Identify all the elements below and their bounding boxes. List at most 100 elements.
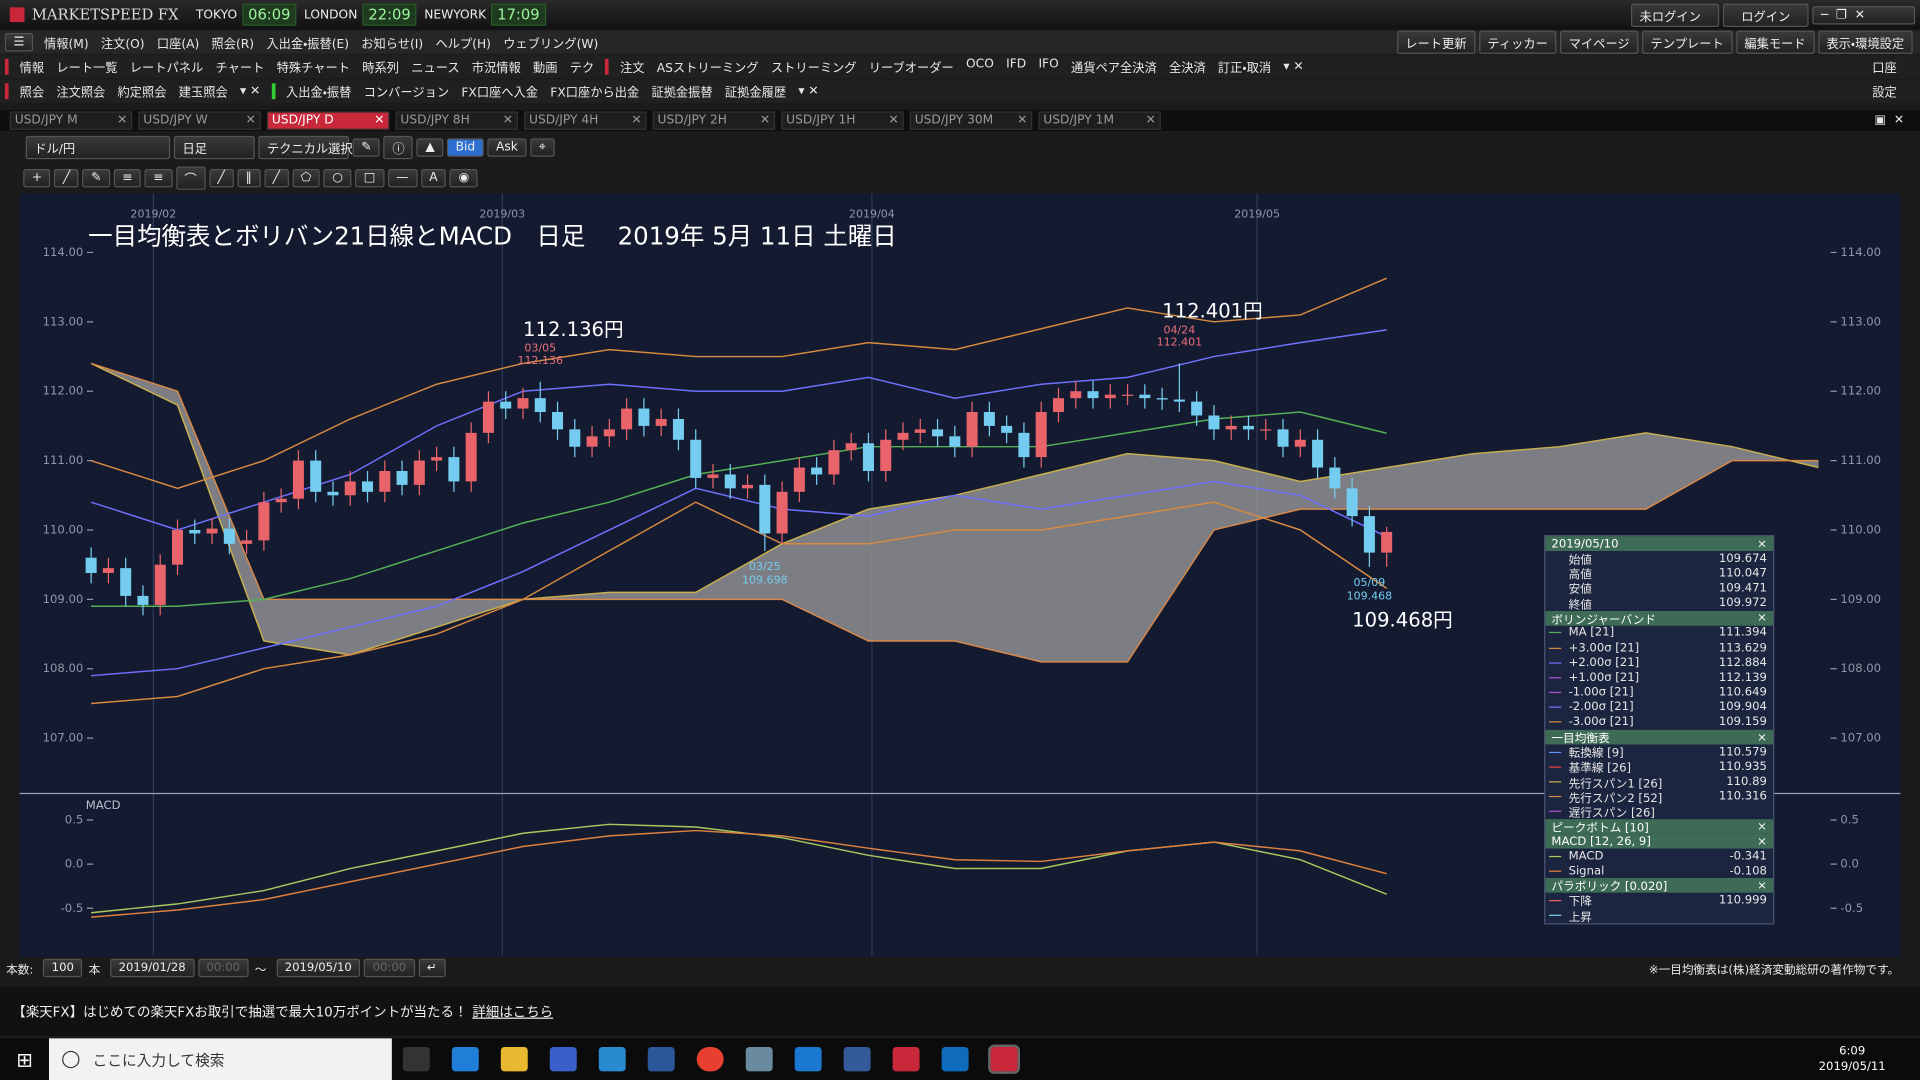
draw-tool[interactable]: + <box>23 168 51 187</box>
toolbar-button[interactable]: ASストリーミング <box>656 62 759 76</box>
menu-dropdown[interactable]: テンプレート <box>1641 30 1733 54</box>
menu-item[interactable]: 注文(O) <box>100 37 145 52</box>
draw-tool[interactable]: ╱ <box>264 168 289 187</box>
taskbar-app[interactable] <box>451 1046 479 1072</box>
draw-tool[interactable]: ◉ <box>449 168 478 187</box>
technical-select[interactable]: テクニカル選択 <box>258 135 353 159</box>
taskbar-app[interactable] <box>745 1046 773 1072</box>
ask-button[interactable]: Ask <box>487 137 527 157</box>
bid-button[interactable]: Bid <box>447 137 484 157</box>
tool-button[interactable]: ⓘ <box>383 135 414 159</box>
chart-tab[interactable]: USD/JPY 8H ✕ <box>395 111 518 130</box>
taskbar-app[interactable] <box>843 1046 871 1072</box>
toolbar-button[interactable]: 特殊チャート <box>276 62 350 76</box>
toolbar-button[interactable]: 情報 <box>19 62 45 76</box>
menu-item[interactable]: 照会(R) <box>211 37 255 52</box>
from-time[interactable]: 00:00 <box>197 958 249 978</box>
chart-tab[interactable]: USD/JPY 2H ✕ <box>652 111 776 130</box>
toolbar-button[interactable]: 時系列 <box>362 62 399 76</box>
menu-item[interactable]: 情報(M) <box>44 37 89 52</box>
toolbar-button[interactable]: リーブオーダー <box>868 62 954 76</box>
taskbar-app[interactable] <box>647 1046 675 1072</box>
pair-select[interactable]: ドル/円 <box>25 135 171 159</box>
toolbar-button[interactable]: IFO <box>1038 57 1059 72</box>
taskbar-app[interactable] <box>794 1046 822 1072</box>
period-select[interactable]: 日足 <box>173 135 255 159</box>
draw-tool[interactable]: ≡ <box>113 168 142 187</box>
account-button[interactable]: 口座 <box>1872 62 1897 76</box>
toolbar-button[interactable]: コンバージョン <box>363 86 450 101</box>
to-time[interactable]: 00:00 <box>364 958 415 978</box>
chart-tab[interactable]: USD/JPY 1M ✕ <box>1038 111 1161 130</box>
login-button[interactable]: ログイン <box>1722 3 1809 27</box>
toolbar-button[interactable]: FX口座から出金 <box>550 86 640 101</box>
from-date[interactable]: 2019/01/28 <box>110 958 195 978</box>
banner-link[interactable]: 詳細はこちら <box>472 1004 554 1020</box>
menu-dropdown[interactable]: 表示・環境設定 <box>1817 30 1913 54</box>
chart-tab[interactable]: USD/JPY 30M ✕ <box>909 111 1033 130</box>
draw-tool[interactable]: ‖ <box>237 168 261 187</box>
draw-tool[interactable]: — <box>387 168 417 187</box>
taskbar-app[interactable] <box>892 1046 920 1072</box>
toolbar-button[interactable]: 動画 <box>533 62 558 76</box>
toolbar-button[interactable]: IFD <box>1006 57 1027 72</box>
draw-tool[interactable]: ✎ <box>82 168 110 187</box>
start-button[interactable]: ⊞ <box>16 1047 33 1071</box>
menu-dropdown[interactable]: レート更新 <box>1396 30 1476 54</box>
draw-tool[interactable]: □ <box>355 168 384 187</box>
chart-tab[interactable]: USD/JPY 4H ✕ <box>524 111 647 130</box>
taskbar-app[interactable] <box>598 1046 626 1072</box>
taskbar-app[interactable] <box>696 1046 724 1072</box>
toolbar-button[interactable]: 注文 <box>619 62 645 76</box>
toolbar-button[interactable]: 市況情報 <box>471 62 521 76</box>
draw-tool[interactable]: ⬠ <box>292 168 321 187</box>
tool-button[interactable]: ✎ <box>352 137 381 157</box>
menu-item[interactable]: 入出金・振替(E) <box>266 37 350 52</box>
draw-tool[interactable]: ○ <box>323 168 352 187</box>
toolbar-button[interactable]: 建玉照会 <box>178 86 228 101</box>
toolbar-button[interactable]: 証拠金履歴 <box>724 86 787 101</box>
draw-tool[interactable]: ⌒ <box>175 165 206 190</box>
toolbar-button[interactable]: 注文照会 <box>56 86 106 101</box>
settings-button[interactable]: 設定 <box>1872 86 1897 101</box>
toolbar-button[interactable]: 約定照会 <box>117 86 167 101</box>
draw-tool[interactable]: A <box>420 168 447 187</box>
tool-button[interactable]: ▲ <box>416 137 444 157</box>
login-status[interactable]: 未ログイン <box>1631 3 1720 27</box>
toolbar-button[interactable]: 証拠金振替 <box>651 86 713 101</box>
toolbar-button[interactable]: FX口座へ入金 <box>461 86 539 101</box>
to-date[interactable]: 2019/05/10 <box>276 958 361 978</box>
menu-item[interactable]: ヘルプ(H) <box>435 37 491 52</box>
toolbar-button[interactable]: ニュース <box>411 62 460 76</box>
toolbar-button[interactable]: レートパネル <box>129 62 204 76</box>
chart-tab[interactable]: USD/JPY M ✕ <box>9 111 133 130</box>
toolbar-button[interactable]: 入出金・振替 <box>286 86 352 101</box>
menu-dropdown[interactable]: ティッカー <box>1478 30 1557 54</box>
toolbar-button[interactable]: 全決済 <box>1168 62 1206 76</box>
toolbar-button[interactable]: ストリーミング <box>770 62 857 76</box>
taskbar-app[interactable] <box>988 1044 1021 1074</box>
toolbar-button[interactable]: チャート <box>215 62 265 76</box>
toolbar-button[interactable]: レート一覧 <box>56 62 118 76</box>
draw-tool[interactable]: ╱ <box>54 168 79 187</box>
toolbar-button[interactable]: 訂正・取消 <box>1217 62 1272 76</box>
hamburger[interactable]: ☰ <box>4 33 34 52</box>
toolbar-button[interactable]: 照会 <box>19 86 45 101</box>
menu-item[interactable]: 口座(A) <box>156 37 200 52</box>
draw-tool[interactable]: ≡ <box>144 168 173 187</box>
toolbar-button[interactable]: OCO <box>966 57 994 72</box>
taskbar-app[interactable] <box>941 1046 969 1072</box>
chart-tab[interactable]: USD/JPY W ✕ <box>138 111 261 130</box>
draw-tool[interactable]: ╱ <box>208 168 234 187</box>
menu-dropdown[interactable]: マイページ <box>1560 30 1639 54</box>
chart-tab[interactable]: USD/JPY 1H ✕ <box>781 111 904 130</box>
count-select[interactable]: 100 <box>43 958 83 978</box>
menu-item[interactable]: お知らせ(I) <box>361 37 424 52</box>
taskbar-app[interactable] <box>549 1046 577 1072</box>
toolbar-button[interactable]: 通貨ペア全決済 <box>1070 62 1157 76</box>
window-controls[interactable]: ─ ❐ ✕ <box>1812 5 1916 24</box>
taskbar-app[interactable] <box>500 1046 528 1072</box>
chart-tab-active[interactable]: USD/JPY D ✕ <box>266 111 390 130</box>
tool-button[interactable]: ⌖ <box>530 137 555 157</box>
reload[interactable]: ↵ <box>418 958 446 978</box>
